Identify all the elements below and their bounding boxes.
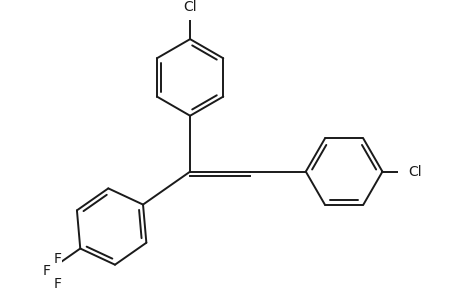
Text: Cl: Cl xyxy=(183,0,196,14)
Text: Cl: Cl xyxy=(407,165,421,178)
Text: F: F xyxy=(54,252,62,266)
Text: F: F xyxy=(42,264,50,278)
Text: F: F xyxy=(54,278,62,291)
